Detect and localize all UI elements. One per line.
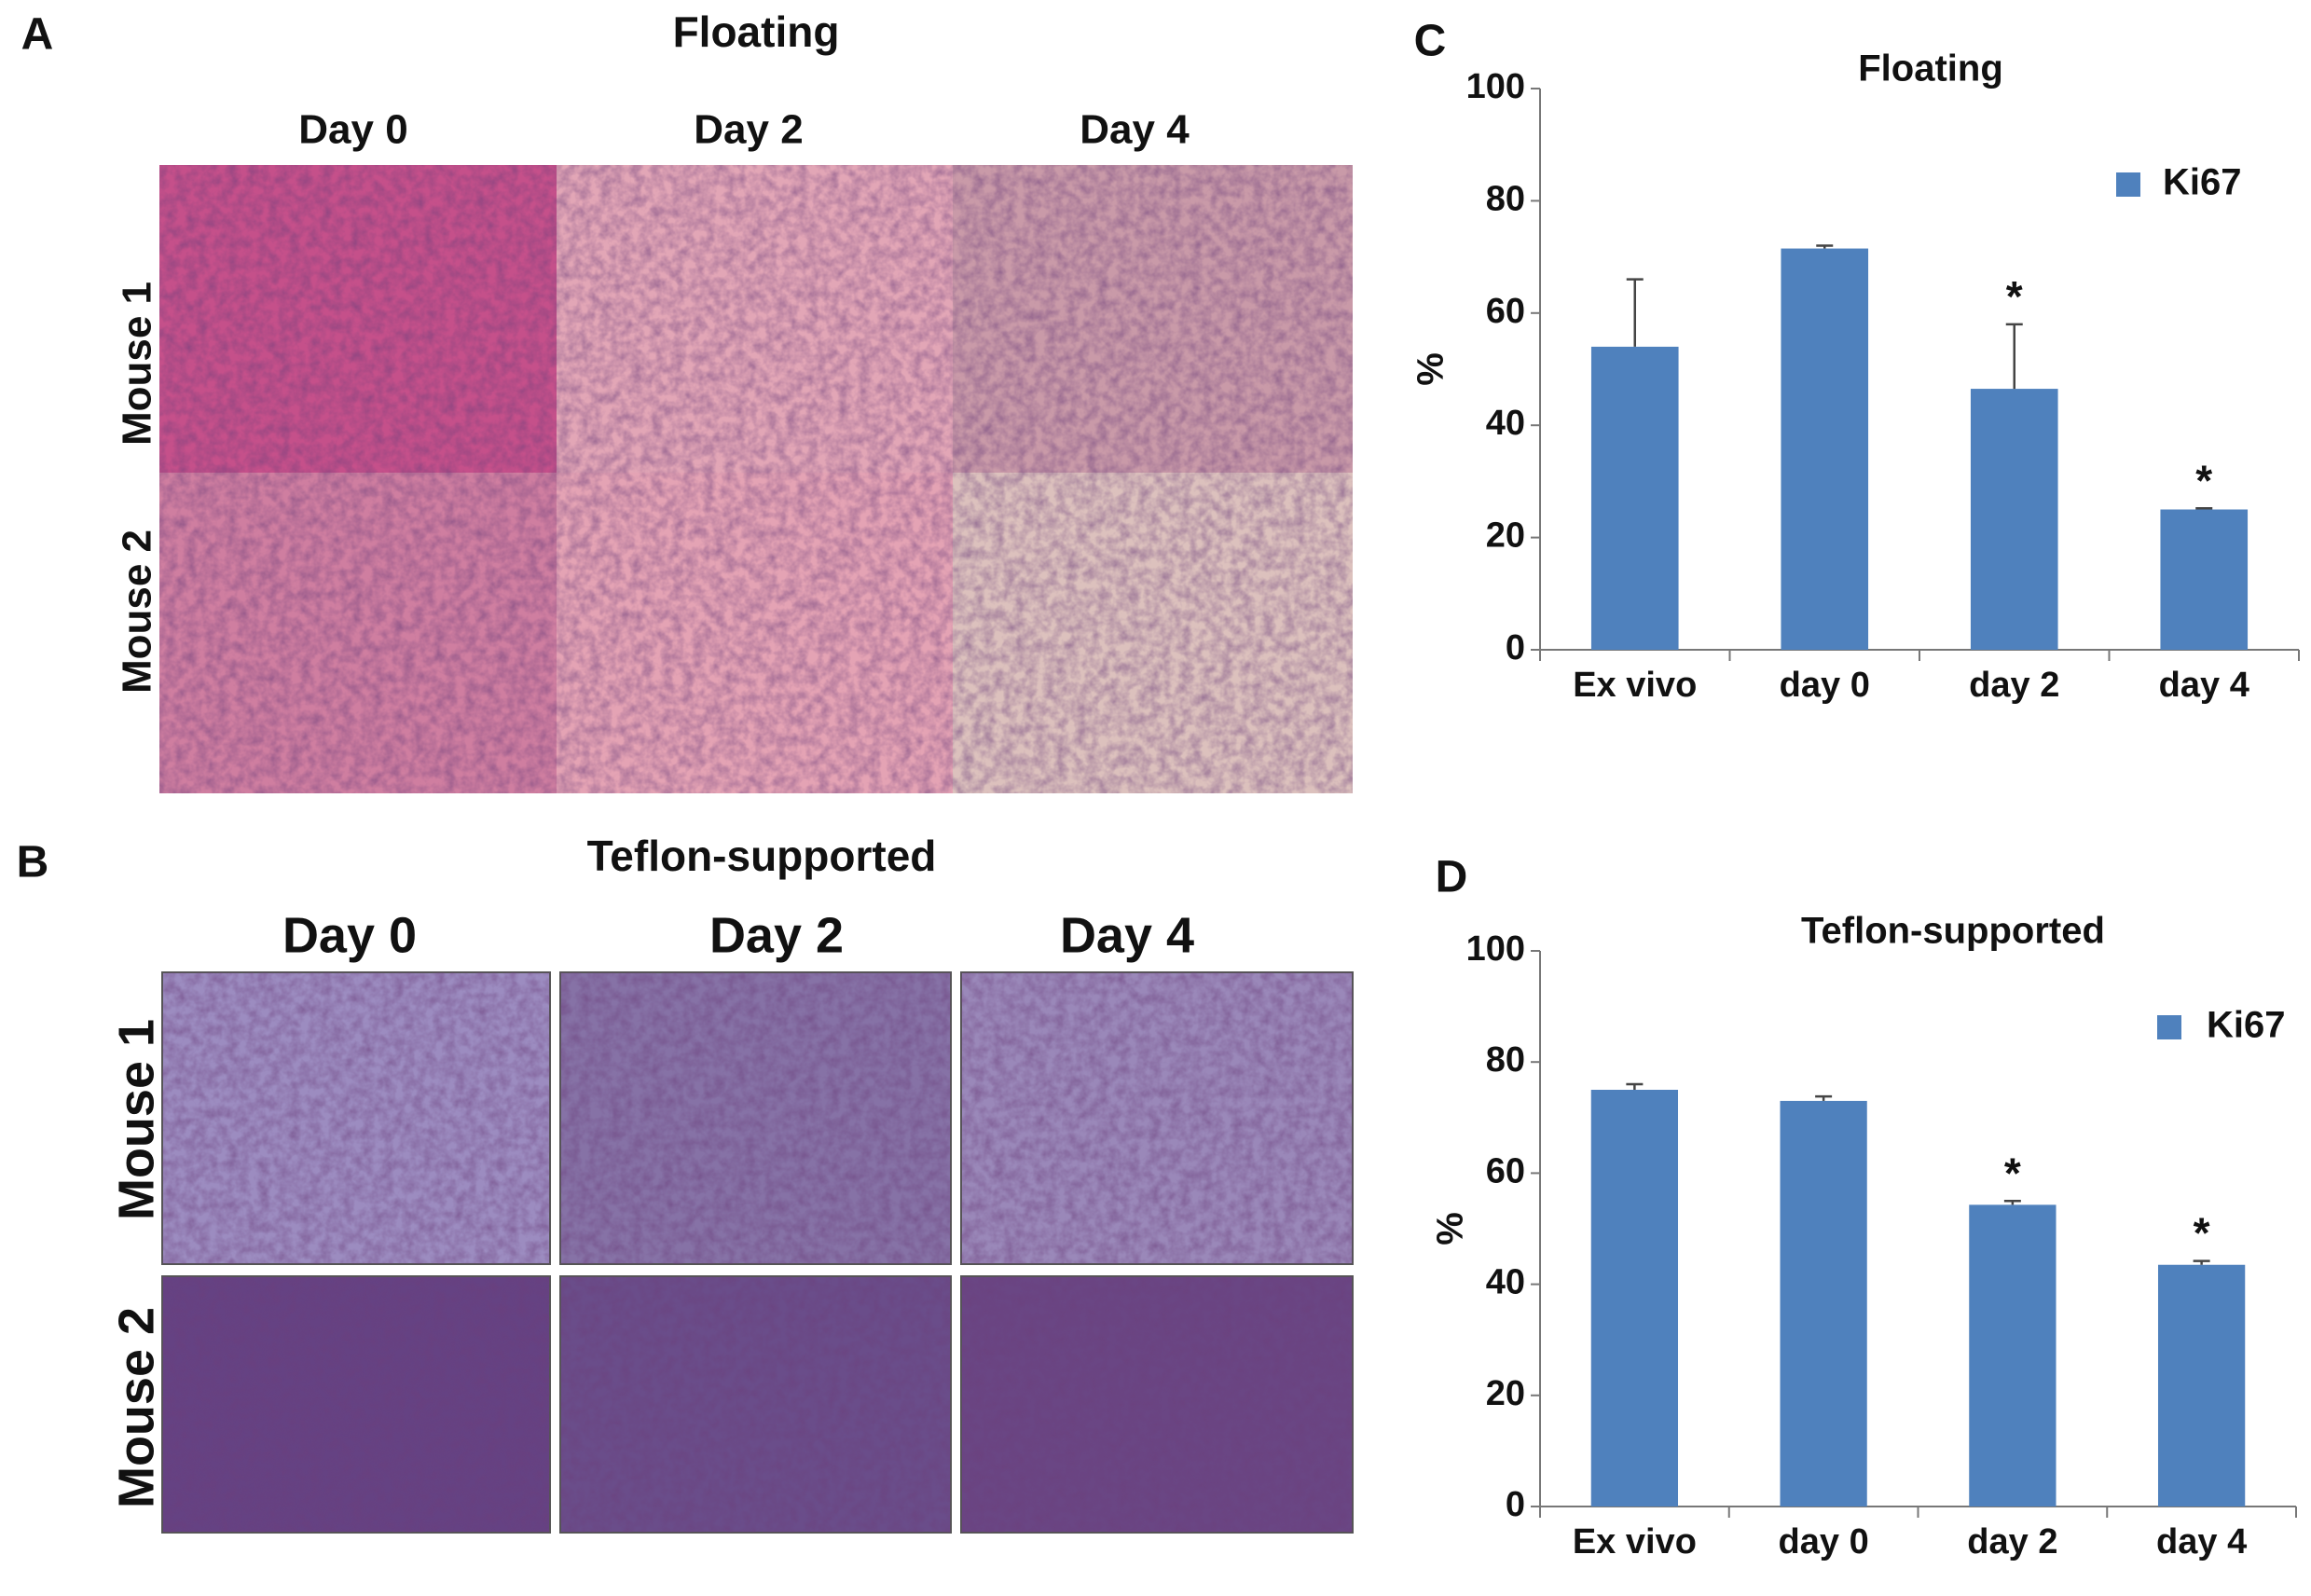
x-tick-label: day 4 [2159,666,2249,705]
y-tick-label: 0 [1506,1485,1525,1524]
row-label: Mouse 1 [108,1019,164,1220]
histology-texture [953,473,1353,793]
x-tick-label: day 4 [2156,1522,2247,1562]
histology-texture [961,972,1353,1264]
significance-mark: * [2195,456,2212,504]
histology-texture [560,1276,951,1533]
x-tick-label: day 0 [1780,666,1870,705]
histology-texture [560,972,951,1264]
y-tick-label: 20 [1486,516,1525,556]
y-axis-label: % [1430,1212,1471,1245]
y-axis-label: % [1410,352,1451,386]
bar [1590,1090,1679,1507]
bar [2160,509,2249,650]
y-tick-label: 100 [1466,929,1525,969]
bar [1969,1204,2057,1507]
panel-label: C [1414,17,1447,66]
legend-swatch [2157,1015,2181,1039]
y-tick-label: 80 [1486,179,1525,218]
legend-label: Ki67 [2207,1005,2286,1046]
y-tick-label: 40 [1486,404,1525,443]
x-tick-label: day 2 [1967,1522,2057,1562]
y-tick-label: 80 [1486,1040,1525,1080]
bar [2157,1264,2246,1507]
bar [1781,248,1869,650]
y-tick-label: 40 [1486,1263,1525,1302]
y-tick-label: 20 [1486,1374,1525,1413]
x-tick-label: Ex vivo [1573,666,1697,705]
histology-texture [961,1276,1353,1533]
panel-title: Floating [673,7,840,56]
histology-texture [159,473,557,793]
histology-texture [953,165,1353,473]
panel-label: D [1436,853,1468,902]
panel-title: Teflon-supported [587,832,937,880]
y-tick-label: 0 [1506,628,1525,667]
y-tick-label: 60 [1486,292,1525,331]
chart-title: Floating [1858,48,2003,89]
y-tick-label: 100 [1466,67,1525,106]
column-label: Day 2 [694,107,803,153]
histology-texture [557,165,953,473]
column-label: Day 4 [1080,107,1190,153]
bar [1780,1100,1867,1507]
x-tick-label: day 0 [1779,1522,1869,1562]
legend-swatch [2116,172,2140,197]
significance-mark: * [2006,272,2023,321]
row-label: Mouse 2 [108,1307,164,1508]
significance-mark: * [2004,1149,2021,1197]
chart-title: Teflon-supported [1801,911,2105,952]
bar [1970,389,2058,650]
bar [1590,346,1679,650]
column-label: Day 4 [1060,907,1194,963]
column-label: Day 0 [298,107,407,153]
x-tick-label: day 2 [1969,666,2059,705]
y-tick-label: 60 [1486,1151,1525,1190]
histology-texture [557,473,953,793]
column-label: Day 0 [282,907,417,963]
significance-mark: * [2194,1209,2210,1258]
row-label: Mouse 1 [115,282,160,446]
panel-label: A [21,10,54,60]
panel-label: B [17,838,49,887]
histology-texture [162,972,550,1264]
x-tick-label: Ex vivo [1573,1522,1697,1562]
row-label: Mouse 2 [115,530,160,694]
histology-texture [159,165,557,473]
legend-label: Ki67 [2163,162,2242,203]
histology-texture [162,1276,550,1533]
column-label: Day 2 [709,907,844,963]
